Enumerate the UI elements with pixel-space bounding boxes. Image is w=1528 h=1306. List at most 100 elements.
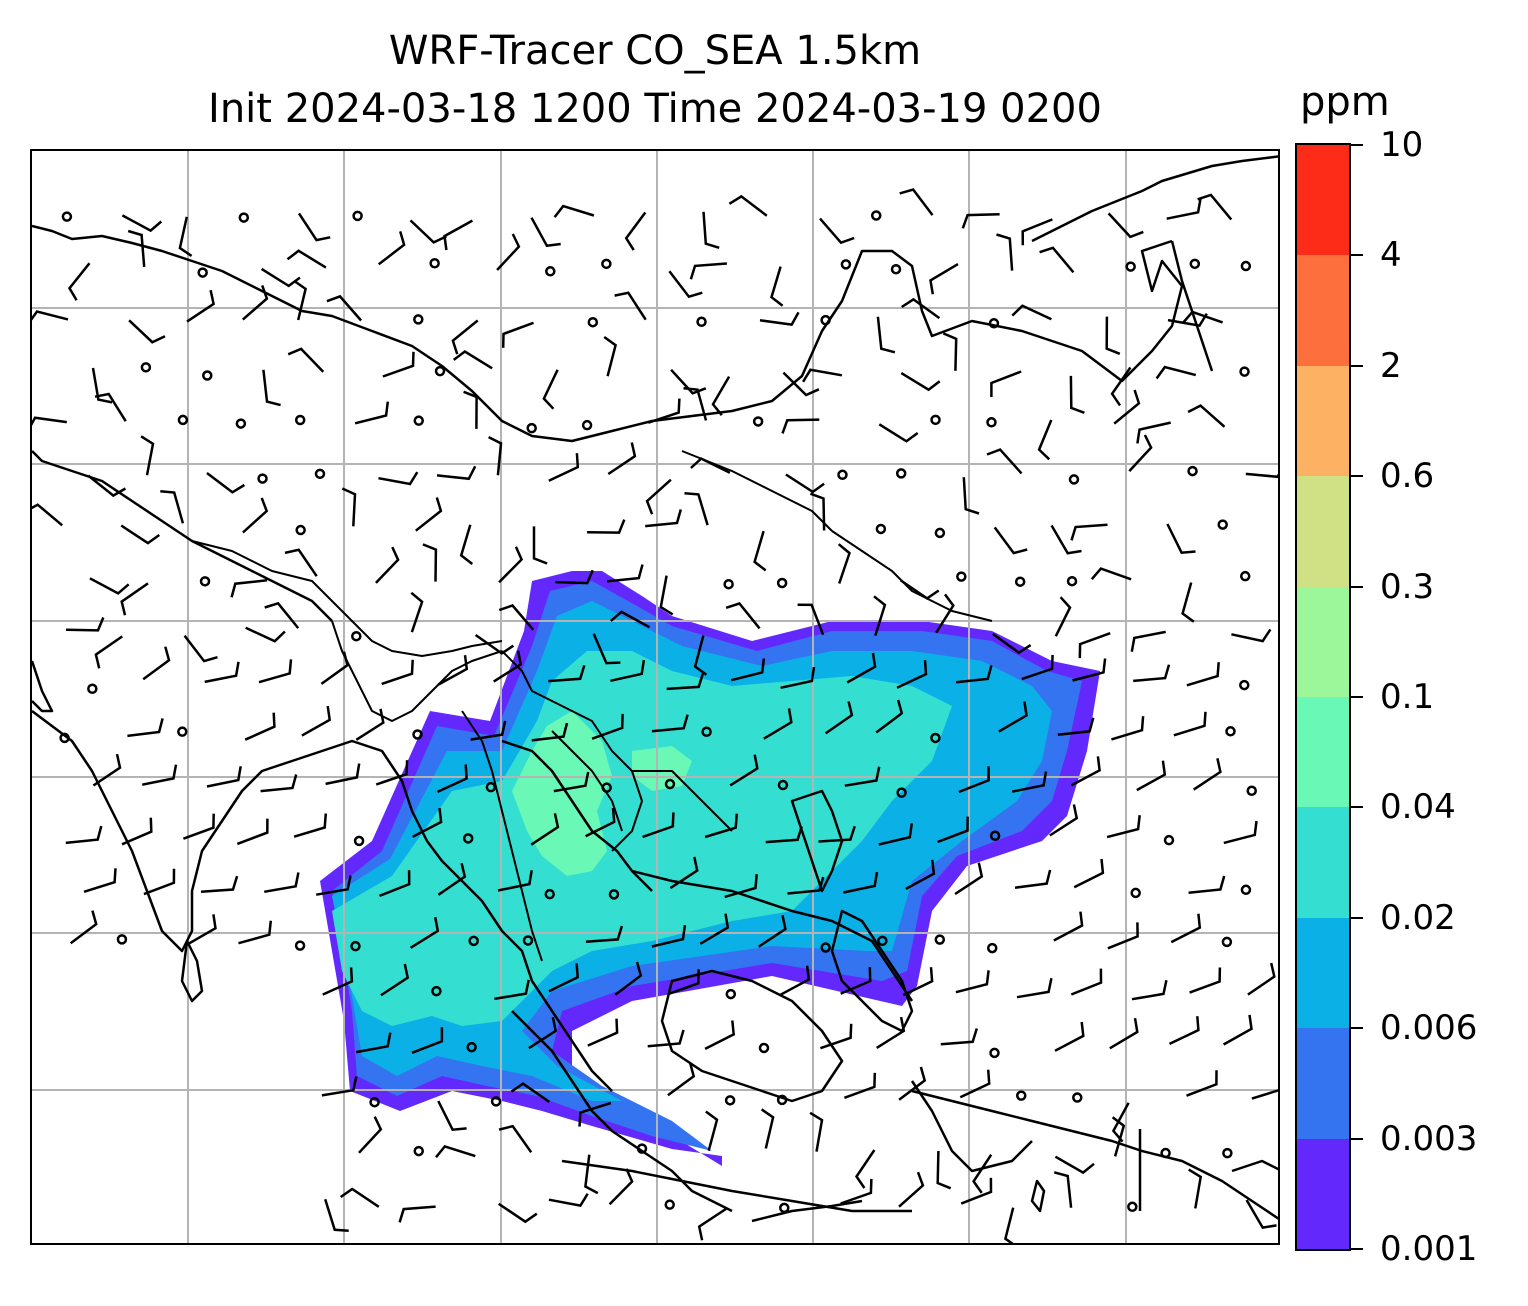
wind-barb	[339, 1187, 380, 1208]
calm-wind-circle	[877, 935, 888, 947]
wind-barb	[127, 718, 164, 738]
wind-barb	[451, 319, 479, 355]
calm-wind-circle	[116, 934, 128, 945]
wind-barb	[187, 914, 217, 946]
wind-barb	[412, 807, 443, 838]
wind-barb	[1167, 312, 1208, 327]
calm-wind-circle	[779, 1202, 790, 1214]
calm-wind-circle	[820, 942, 831, 953]
colorbar-tick	[1351, 254, 1363, 257]
calm-wind-circle	[723, 578, 734, 590]
wind-barb	[1245, 472, 1278, 479]
wind-barb	[1133, 664, 1171, 683]
wind-barb	[591, 713, 624, 740]
calm-wind-circle	[934, 527, 946, 539]
colorbar-tick-label: 0.1	[1380, 677, 1435, 717]
calm-wind-circle	[986, 417, 997, 428]
wind-barb	[760, 1108, 775, 1149]
wind-barb	[1111, 1116, 1126, 1157]
wind-barb	[578, 1101, 612, 1127]
colorbar	[1295, 143, 1351, 1251]
wind-barb	[725, 602, 761, 630]
calm-wind-circle	[1240, 884, 1252, 896]
calm-wind-circle	[429, 257, 440, 269]
wind-barb	[1078, 632, 1111, 659]
calm-wind-circle	[724, 1095, 736, 1106]
chart-title-line-1: WRF-Tracer CO_SEA 1.5km	[388, 28, 922, 74]
calm-wind-circle	[462, 833, 474, 844]
wind-barb	[548, 963, 580, 993]
tracer-band-0.04-b	[632, 746, 692, 791]
wind-barb	[873, 595, 887, 636]
calm-wind-circle	[1160, 1147, 1171, 1159]
wind-barb	[702, 211, 720, 249]
wind-barb	[186, 289, 216, 323]
co-tracer-layer	[320, 571, 1100, 1166]
wind-barb	[1231, 628, 1272, 643]
calm-wind-circle	[1239, 570, 1251, 582]
wind-barb	[293, 813, 328, 838]
wind-barb	[683, 386, 708, 421]
wind-barb	[609, 610, 651, 629]
wind-barb	[1090, 567, 1132, 581]
wind-barb	[410, 591, 424, 633]
wind-barb	[127, 229, 146, 268]
wind-barb	[1188, 875, 1226, 895]
wind-barb	[1011, 771, 1048, 793]
calm-wind-circle	[369, 1096, 380, 1108]
wind-barbs-layer	[32, 188, 1278, 1243]
wind-barb	[666, 673, 705, 691]
calm-wind-circle	[1189, 258, 1201, 270]
wind-barb	[238, 920, 273, 945]
calm-wind-circle	[353, 835, 365, 847]
wind-barb	[797, 603, 825, 636]
wind-barb	[382, 351, 415, 378]
wind-barb	[92, 753, 122, 787]
wind-barb	[606, 564, 644, 583]
wind-barb	[555, 569, 594, 585]
calm-wind-circle	[1127, 1201, 1138, 1213]
wind-barb	[528, 1016, 558, 1050]
wind-barb	[1189, 967, 1222, 994]
wind-barb	[697, 1207, 727, 1241]
wind-barb	[242, 497, 269, 534]
wind-barb	[1193, 758, 1222, 791]
calm-wind-circle	[696, 316, 707, 328]
wind-barb	[592, 633, 621, 665]
wind-barb	[1073, 858, 1105, 889]
wind-barb	[1069, 375, 1085, 414]
wind-barb	[905, 859, 936, 890]
wind-barb	[1131, 979, 1168, 1001]
wind-barb	[553, 771, 590, 793]
wind-barb	[375, 760, 409, 786]
calm-wind-circle	[1072, 1092, 1083, 1103]
calm-wind-circle	[1222, 1147, 1233, 1159]
wind-barb	[1187, 404, 1226, 428]
wind-barb	[377, 231, 406, 266]
wind-barb	[1166, 198, 1202, 220]
calm-wind-circle	[490, 1096, 502, 1107]
wind-barb	[1186, 662, 1220, 687]
wind-barb	[379, 870, 411, 898]
wind-barb	[488, 435, 503, 476]
wind-barb	[993, 526, 1028, 555]
calm-wind-circle	[413, 1145, 424, 1157]
calm-wind-circle	[701, 726, 712, 737]
calm-wind-circle	[870, 210, 882, 221]
colorbar-tick-label: 0.02	[1380, 897, 1456, 938]
wind-barb	[781, 418, 820, 434]
wind-barb	[321, 1076, 358, 1097]
wind-barb	[204, 661, 240, 684]
wind-barb	[1197, 193, 1233, 221]
wind-barb	[409, 916, 440, 949]
wind-barb	[1054, 1021, 1085, 1052]
wind-barb	[241, 284, 269, 321]
wind-barb	[1111, 716, 1145, 741]
calm-wind-circle	[930, 414, 941, 426]
wind-barb	[929, 263, 959, 295]
wind-barb	[297, 212, 331, 242]
wind-barb	[1053, 911, 1084, 942]
colorbar-tick	[1351, 475, 1363, 478]
wind-barb	[293, 279, 308, 321]
wind-barb	[843, 1072, 877, 1099]
